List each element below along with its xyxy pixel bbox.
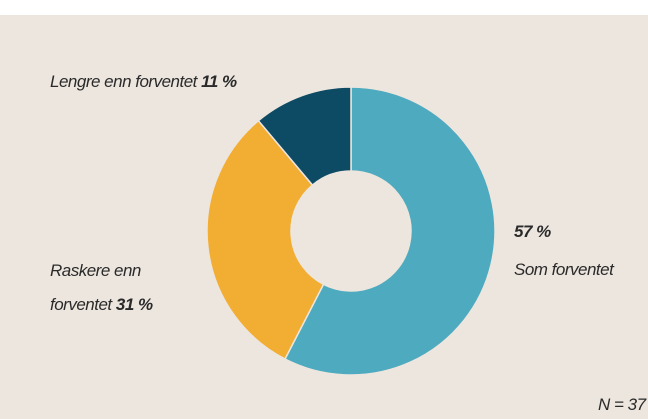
sample-size: N = 37: [598, 395, 646, 414]
value-label: 31 %: [115, 295, 153, 314]
value-label: 57 %: [514, 222, 551, 241]
slice-label: 57 % Som forventet: [514, 215, 614, 287]
slice-label: Raskere enn forventet 31 %: [50, 254, 190, 322]
category-label: Som forventet: [514, 260, 614, 279]
category-label: Lengre enn forventet: [50, 72, 197, 91]
slice-label: Lengre enn forventet 11 %: [50, 65, 237, 99]
category-label: Raskere enn forventet: [50, 261, 141, 314]
value-label: 11 %: [201, 72, 237, 91]
donut-slice: [257, 86, 352, 187]
donut-slice: [206, 119, 325, 361]
donut-slice: [284, 86, 496, 376]
